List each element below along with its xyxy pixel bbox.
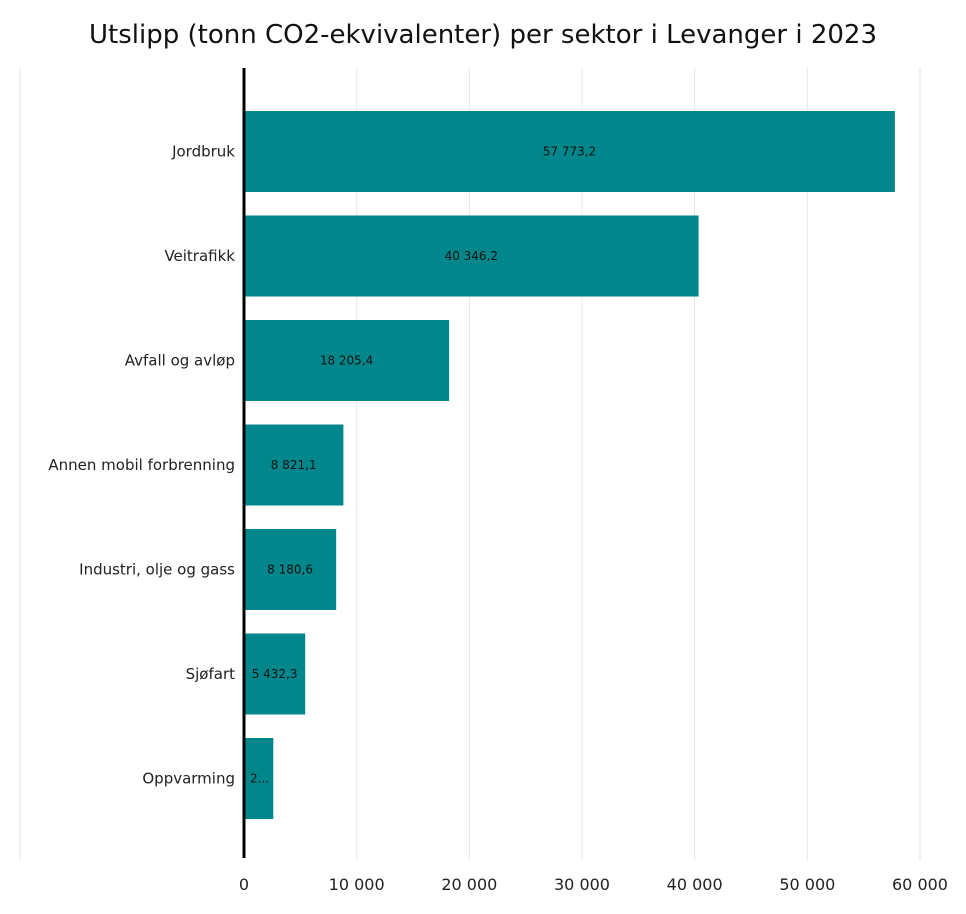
category-labels: Jordbruk Veitrafikk Avfall og avløp Annen m… — [48, 143, 235, 788]
bar — [244, 320, 450, 401]
bars: 57 773,2 40 346,2 18 205,4 8 821,1 8 180,6 5 … — [244, 111, 895, 819]
data-label: 40 346,2 — [445, 249, 498, 263]
x-tick-label: 60 000 — [892, 875, 948, 894]
data-label: 5 432,3 — [252, 667, 298, 681]
x-tick-label: 30 000 — [554, 875, 610, 894]
bar — [244, 424, 344, 506]
data-label: 8 821,1 — [271, 458, 317, 472]
x-tick-label: 0 — [239, 875, 249, 894]
bar — [244, 738, 274, 819]
data-label: 2... — [250, 772, 269, 786]
chart-title: Utslipp (tonn CO2-ekvivalenter) per sekt… — [89, 20, 877, 50]
x-tick-label: 50 000 — [779, 875, 835, 894]
category-label: Jordbruk — [171, 143, 235, 161]
bar — [244, 215, 699, 297]
bar — [244, 111, 895, 192]
x-tick-label: 40 000 — [667, 875, 723, 894]
category-label: Oppvarming — [142, 770, 235, 788]
grid-lines — [19, 68, 921, 860]
data-label: 8 180,6 — [267, 563, 313, 577]
data-label: 18 205,4 — [320, 354, 373, 368]
x-tick-labels: 0 10 000 20 000 30 000 40 000 50 000 60 000 — [239, 875, 948, 894]
category-label: Industri, olje og gass — [79, 561, 235, 579]
x-tick-label: 10 000 — [329, 875, 385, 894]
category-label: Veitrafikk — [164, 247, 235, 265]
data-label: 57 773,2 — [543, 145, 596, 159]
bar — [244, 529, 337, 610]
category-label: Avfall og avløp — [125, 352, 235, 370]
category-label: Sjøfart — [186, 665, 236, 683]
bar — [244, 633, 306, 715]
category-label: Annen mobil forbrenning — [48, 456, 235, 474]
x-tick-label: 20 000 — [441, 875, 497, 894]
